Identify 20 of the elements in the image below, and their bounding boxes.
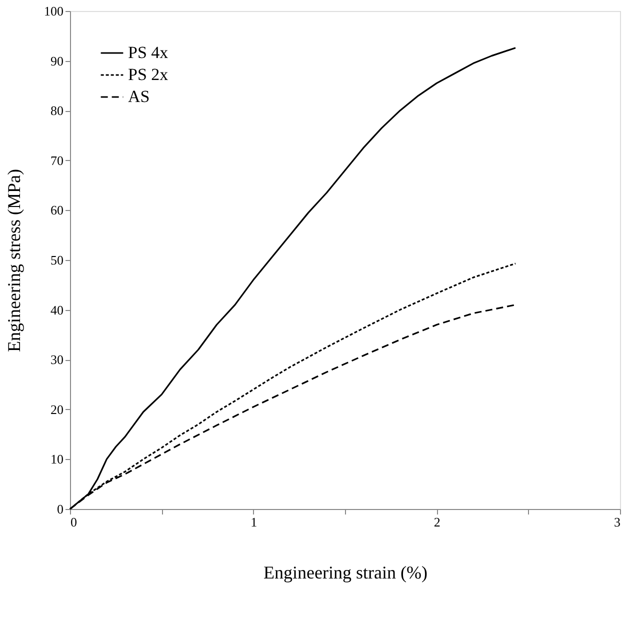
y-tick-label: 20 xyxy=(50,402,64,417)
y-tick-label: 0 xyxy=(57,502,64,516)
y-tick-label: 70 xyxy=(50,152,64,168)
legend-label: PS 4x xyxy=(128,43,169,62)
y-tick-label: 100 xyxy=(44,4,64,18)
y-tick-label: 80 xyxy=(50,103,64,118)
y-tick-label: 40 xyxy=(50,302,64,318)
legend-label: PS 2x xyxy=(128,65,169,84)
x-axis-title: Engineering strain (%) xyxy=(264,562,428,582)
y-tick-label: 90 xyxy=(50,53,64,68)
y-axis-title: Engineering stress (MPa) xyxy=(4,169,24,352)
y-tick-label: 10 xyxy=(50,452,64,467)
y-tick-label: 60 xyxy=(50,202,64,218)
x-tick-label: 0 xyxy=(70,514,77,530)
x-tick-label: 2 xyxy=(434,514,440,530)
x-tick-label: 1 xyxy=(250,514,258,530)
x-tick-label: 3 xyxy=(614,514,620,530)
legend-label: AS xyxy=(128,87,150,106)
y-tick-label: 50 xyxy=(50,252,64,268)
y-tick-label: 30 xyxy=(50,352,64,368)
